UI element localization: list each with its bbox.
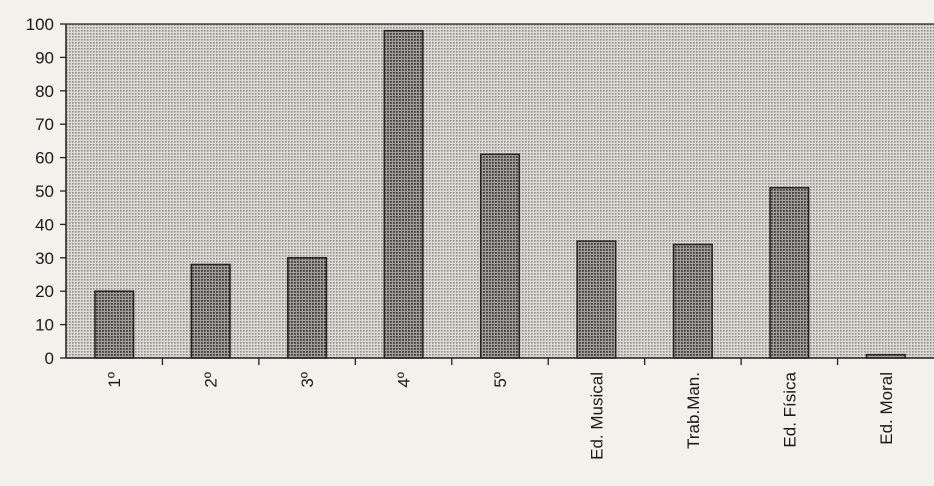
x-tick-label: Ed. Musical — [587, 372, 606, 460]
x-tick-label: Ed. Física — [780, 371, 799, 447]
x-tick-label: 3º — [298, 372, 317, 388]
bar — [769, 186, 810, 359]
bar — [576, 240, 617, 359]
y-tick-label: 10 — [35, 316, 54, 335]
bar — [383, 29, 424, 359]
bar — [672, 243, 713, 359]
y-tick-label: 40 — [35, 215, 54, 234]
x-tick-label: Trab.Man. — [684, 372, 703, 449]
y-tick-label: 100 — [26, 15, 54, 34]
y-tick-label: 60 — [35, 149, 54, 168]
y-axis: 0 10 20 30 40 50 60 70 80 90 100 — [26, 15, 934, 368]
bar — [479, 153, 521, 359]
bar — [865, 353, 906, 359]
y-tick-label: 0 — [45, 349, 54, 368]
y-tick-label: 20 — [35, 282, 54, 301]
bar — [190, 263, 231, 359]
bar — [94, 290, 135, 359]
x-tick-label: 4º — [395, 372, 414, 388]
y-tick-label: 30 — [35, 249, 54, 268]
x-tick-label: 5º — [491, 372, 510, 388]
bar — [287, 257, 328, 359]
x-tick-label: Ed. Moral — [877, 372, 896, 445]
bar-series — [94, 29, 906, 359]
y-tick-label: 80 — [35, 82, 54, 101]
x-axis: 1º 2º 3º 4º 5º Ed. Musical Trab.Man. Ed. Física… — [66, 357, 934, 460]
y-tick-label: 90 — [35, 48, 54, 67]
y-tick-label: 70 — [35, 115, 54, 134]
x-tick-label: 1º — [105, 372, 124, 388]
y-tick-label: 50 — [35, 182, 54, 201]
x-tick-label: 2º — [202, 372, 221, 388]
